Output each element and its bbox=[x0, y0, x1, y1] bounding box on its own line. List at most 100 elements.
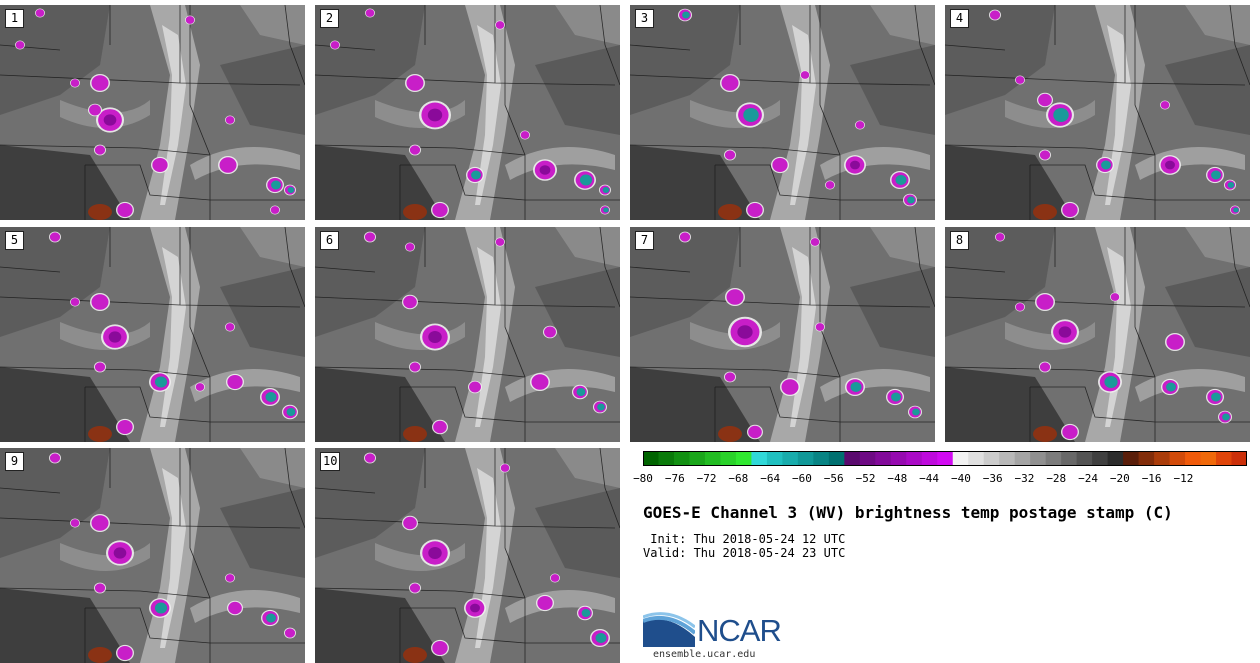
colorbar-segment bbox=[1169, 451, 1186, 466]
convective-cloud bbox=[844, 155, 866, 175]
convective-cloud bbox=[284, 627, 296, 639]
cold-cloud-top bbox=[574, 170, 596, 190]
convective-cloud bbox=[1037, 92, 1053, 108]
convective-cloud bbox=[800, 70, 810, 80]
convective-cloud bbox=[364, 452, 376, 464]
colorbar-tick-label: −48 bbox=[887, 472, 908, 485]
colorbar-segment bbox=[921, 451, 938, 466]
colorbar-segment bbox=[797, 451, 814, 466]
convective-cloud bbox=[728, 316, 762, 348]
colorbar-segment bbox=[859, 451, 876, 466]
colorbar-tick-label: −68 bbox=[728, 472, 749, 485]
colorbar-segment bbox=[1138, 451, 1155, 466]
convective-cloud bbox=[151, 156, 169, 174]
colorbar-tick-label: −28 bbox=[1046, 472, 1067, 485]
cold-cloud-top bbox=[1224, 179, 1236, 191]
convective-cloud bbox=[365, 8, 375, 18]
postage-stamp-panel: 3 bbox=[630, 5, 935, 220]
colorbar-tick-label: −80 bbox=[633, 472, 653, 485]
convective-cloud bbox=[520, 130, 530, 140]
convective-cloud bbox=[530, 373, 550, 391]
cold-cloud-top bbox=[890, 171, 910, 189]
colorbar-segment bbox=[689, 451, 706, 466]
convective-cloud bbox=[90, 74, 110, 92]
cold-cloud-top bbox=[886, 388, 904, 406]
convective-cloud bbox=[88, 103, 102, 117]
colorbar-tick-label: −56 bbox=[823, 472, 844, 485]
convective-cloud bbox=[70, 297, 80, 307]
convective-cloud bbox=[720, 74, 740, 92]
colorbar-segment bbox=[844, 451, 861, 466]
convective-cloud bbox=[725, 288, 745, 306]
member-number: 7 bbox=[635, 231, 654, 250]
cold-cloud-top bbox=[908, 405, 922, 419]
member-number: 4 bbox=[950, 9, 969, 28]
convective-cloud bbox=[1061, 201, 1079, 219]
convective-cloud bbox=[1160, 100, 1170, 110]
colorbar-segment bbox=[937, 451, 954, 466]
convective-cloud bbox=[747, 424, 763, 440]
convective-cloud bbox=[94, 144, 106, 156]
wv-satellite-map bbox=[0, 5, 305, 220]
convective-cloud bbox=[1039, 361, 1051, 373]
convective-cloud bbox=[1015, 302, 1025, 312]
convective-cloud bbox=[218, 156, 238, 174]
convective-cloud bbox=[225, 573, 235, 583]
convective-cloud bbox=[405, 242, 415, 252]
cold-cloud-top bbox=[678, 8, 692, 22]
convective-cloud bbox=[226, 373, 244, 391]
member-number: 3 bbox=[635, 9, 654, 28]
member-number: 8 bbox=[950, 231, 969, 250]
cold-cloud-top bbox=[845, 378, 865, 396]
convective-cloud bbox=[500, 463, 510, 473]
cold-cloud-top bbox=[599, 184, 611, 196]
valid-time: Valid: Thu 2018-05-24 23 UTC bbox=[643, 546, 846, 560]
colorbar-segment bbox=[952, 451, 969, 466]
convective-cloud bbox=[227, 600, 243, 616]
convective-cloud bbox=[1061, 423, 1079, 441]
convective-cloud bbox=[679, 231, 691, 243]
colorbar-tick-label: −20 bbox=[1109, 472, 1130, 485]
convective-cloud bbox=[35, 8, 45, 18]
convective-cloud bbox=[116, 418, 134, 436]
ensemble-url[interactable]: ensemble.ucar.edu bbox=[653, 649, 756, 660]
colorbar-segment bbox=[766, 451, 783, 466]
convective-cloud bbox=[1159, 155, 1181, 175]
wv-satellite-map bbox=[0, 448, 305, 663]
convective-cloud bbox=[70, 518, 80, 528]
convective-cloud bbox=[1035, 293, 1055, 311]
postage-stamp-panel: 1 bbox=[0, 5, 305, 220]
convective-cloud bbox=[724, 149, 736, 161]
convective-cloud bbox=[432, 419, 448, 435]
wv-satellite-map bbox=[630, 5, 935, 220]
convective-cloud bbox=[94, 361, 106, 373]
colorbar-segment bbox=[983, 451, 1000, 466]
convective-cloud bbox=[533, 159, 557, 181]
colorbar-segment bbox=[1076, 451, 1093, 466]
postage-stamp-panel: 5 bbox=[0, 227, 305, 442]
postage-stamp-panel: 4 bbox=[945, 5, 1250, 220]
convective-cloud bbox=[90, 293, 110, 311]
colorbar-segment bbox=[658, 451, 675, 466]
convective-cloud bbox=[409, 582, 421, 594]
colorbar-tick-label: −36 bbox=[982, 472, 1003, 485]
init-time: Init: Thu 2018-05-24 12 UTC bbox=[643, 532, 846, 546]
cold-cloud-top bbox=[1218, 410, 1232, 424]
plot-title: GOES-E Channel 3 (WV) brightness temp po… bbox=[643, 503, 1173, 522]
postage-stamp-panel: 10 bbox=[315, 448, 620, 663]
convective-cloud bbox=[94, 582, 106, 594]
convective-cloud bbox=[106, 540, 134, 566]
cold-cloud-top bbox=[1096, 156, 1114, 174]
convective-cloud bbox=[409, 144, 421, 156]
cold-cloud-top bbox=[261, 609, 279, 627]
convective-cloud bbox=[364, 231, 376, 243]
convective-cloud bbox=[101, 324, 129, 350]
colorbar-segment bbox=[735, 451, 752, 466]
wv-satellite-map bbox=[630, 227, 935, 442]
cold-cloud-top bbox=[736, 102, 764, 128]
wv-satellite-map bbox=[315, 227, 620, 442]
convective-cloud bbox=[195, 382, 205, 392]
cold-cloud-top bbox=[284, 184, 296, 196]
temperature-colorbar bbox=[643, 451, 1247, 466]
convective-cloud bbox=[771, 156, 789, 174]
